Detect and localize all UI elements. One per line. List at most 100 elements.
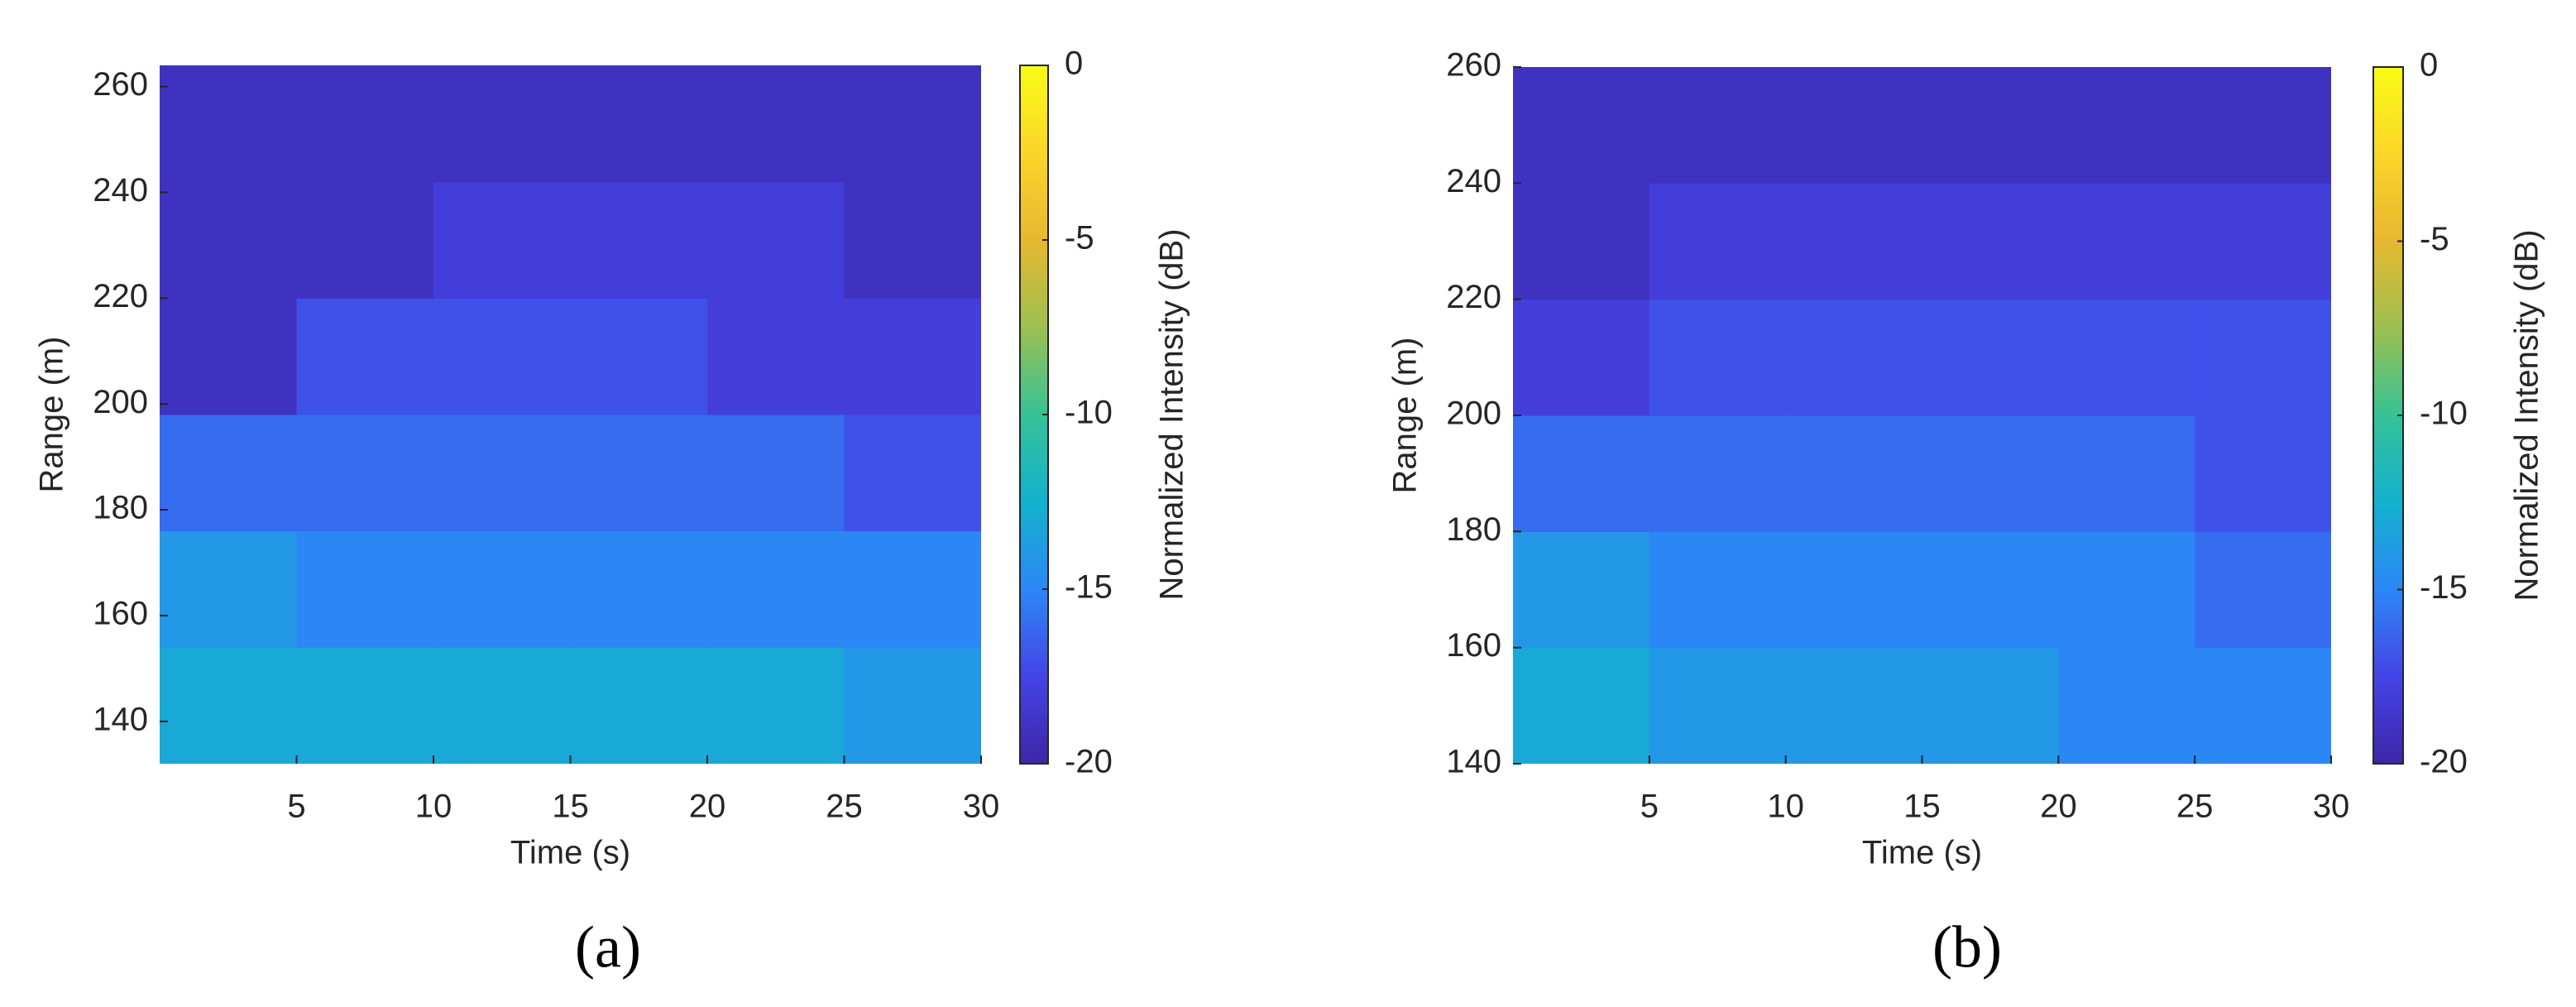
x-tick-label: 20 <box>689 789 726 825</box>
x-tick-label: 30 <box>963 789 1000 825</box>
heat-cell <box>296 181 434 299</box>
heat-cell <box>160 415 297 532</box>
y-tick-label: 140 <box>93 701 148 737</box>
colorbar-tick-label: -15 <box>2420 569 2468 606</box>
heat-cell <box>1922 67 2059 184</box>
y-tick-label: 260 <box>1446 47 1501 84</box>
heat-cell <box>296 415 434 532</box>
colorbar-tick-label: -20 <box>1065 744 1113 780</box>
y-tick-label: 240 <box>93 172 148 209</box>
panel-label: (b) <box>1932 914 2002 981</box>
x-tick-label: 20 <box>2040 789 2077 825</box>
heat-cell <box>1513 647 1650 764</box>
colorbar-tick-label: -10 <box>2420 396 2468 432</box>
heat-cell <box>2058 531 2195 649</box>
colorbar-tick-label: -5 <box>1065 220 1094 257</box>
heat-cell <box>2195 183 2331 300</box>
heat-cell <box>2058 415 2195 532</box>
y-tick-label: 140 <box>1446 744 1501 780</box>
heat-cell <box>433 530 571 648</box>
x-tick-label: 5 <box>287 789 305 825</box>
heat-cell <box>433 65 571 183</box>
heat-cell <box>1649 415 1787 532</box>
heat-cell <box>1785 415 1922 532</box>
colorbar-tick-label: -10 <box>1065 395 1113 431</box>
heat-cell <box>1513 299 1650 416</box>
heat-cell <box>160 65 297 183</box>
heatmap <box>1513 67 2331 764</box>
colorbar-label: Normalized Intensity (dB) <box>2509 229 2545 601</box>
heat-cell <box>1785 531 1922 649</box>
heat-cell <box>844 647 981 764</box>
heat-cell <box>2058 647 2195 764</box>
heat-cell <box>2058 183 2195 300</box>
y-tick-label: 240 <box>1446 163 1501 199</box>
heat-cell <box>1785 299 1922 416</box>
y-tick-label: 160 <box>93 596 148 632</box>
heat-cell <box>296 647 434 764</box>
heat-cell <box>844 298 981 415</box>
heat-cell <box>1922 299 2059 416</box>
heat-cell <box>2195 299 2331 416</box>
heat-cell <box>1785 183 1922 300</box>
heatmap <box>160 65 981 764</box>
heat-cell <box>844 65 981 183</box>
heat-cell <box>2058 299 2195 416</box>
heat-cell <box>433 298 571 415</box>
heat-cell <box>433 647 571 764</box>
x-tick-label: 25 <box>2176 789 2214 825</box>
y-tick-label: 200 <box>93 384 148 420</box>
heat-cell <box>570 298 708 415</box>
heat-cell <box>707 298 845 415</box>
heat-cell <box>1922 647 2059 764</box>
colorbar-tick-label: 0 <box>1065 46 1083 82</box>
heat-cell <box>1513 183 1650 300</box>
colorbar-tick-label: -15 <box>1065 569 1113 606</box>
y-tick-label: 180 <box>93 490 148 526</box>
heat-cell <box>707 530 845 648</box>
heat-cell <box>1922 531 2059 649</box>
colorbar-tick-label: -5 <box>2420 221 2449 257</box>
heat-cell <box>2195 415 2331 532</box>
heat-cell <box>1649 299 1787 416</box>
heat-cell <box>296 65 434 183</box>
y-axis-label: Range (m) <box>1387 338 1424 494</box>
heat-cell <box>296 530 434 648</box>
heat-cell <box>1513 415 1650 532</box>
y-tick-label: 220 <box>93 278 148 314</box>
y-tick-label: 220 <box>1446 279 1501 315</box>
heat-cell <box>844 530 981 648</box>
y-tick-label: 200 <box>1446 396 1501 432</box>
heat-cell <box>2058 67 2195 184</box>
heat-cell <box>160 181 297 299</box>
heat-cell <box>1649 531 1787 649</box>
x-axis-label: Time (s) <box>510 835 630 871</box>
colorbar-label: Normalized Intensity (dB) <box>1154 228 1190 600</box>
heat-cell <box>1649 183 1787 300</box>
heat-cell <box>570 647 708 764</box>
colorbar-tick-label: -20 <box>2420 744 2468 780</box>
heat-cell <box>2195 67 2331 184</box>
heat-cell <box>707 65 845 183</box>
x-tick-label: 15 <box>1903 789 1941 825</box>
heat-cell <box>1785 67 1922 184</box>
heat-cell <box>1922 415 2059 532</box>
heat-cell <box>1649 647 1787 764</box>
heat-cell <box>570 181 708 299</box>
heat-cell <box>707 415 845 532</box>
y-tick-label: 160 <box>1446 627 1501 664</box>
heat-cell <box>1922 183 2059 300</box>
heat-cell <box>1649 67 1787 184</box>
colorbar-tick-label: 0 <box>2420 47 2438 84</box>
y-axis-label: Range (m) <box>34 337 70 493</box>
heat-cell <box>707 181 845 299</box>
panel-label: (a) <box>575 914 641 981</box>
heat-cell <box>2195 531 2331 649</box>
heat-cell <box>844 415 981 532</box>
heat-cell <box>296 298 434 415</box>
x-tick-label: 15 <box>552 789 589 825</box>
heat-cell <box>1513 531 1650 649</box>
heat-cell <box>433 181 571 299</box>
x-tick-label: 25 <box>826 789 863 825</box>
heat-cell <box>707 647 845 764</box>
